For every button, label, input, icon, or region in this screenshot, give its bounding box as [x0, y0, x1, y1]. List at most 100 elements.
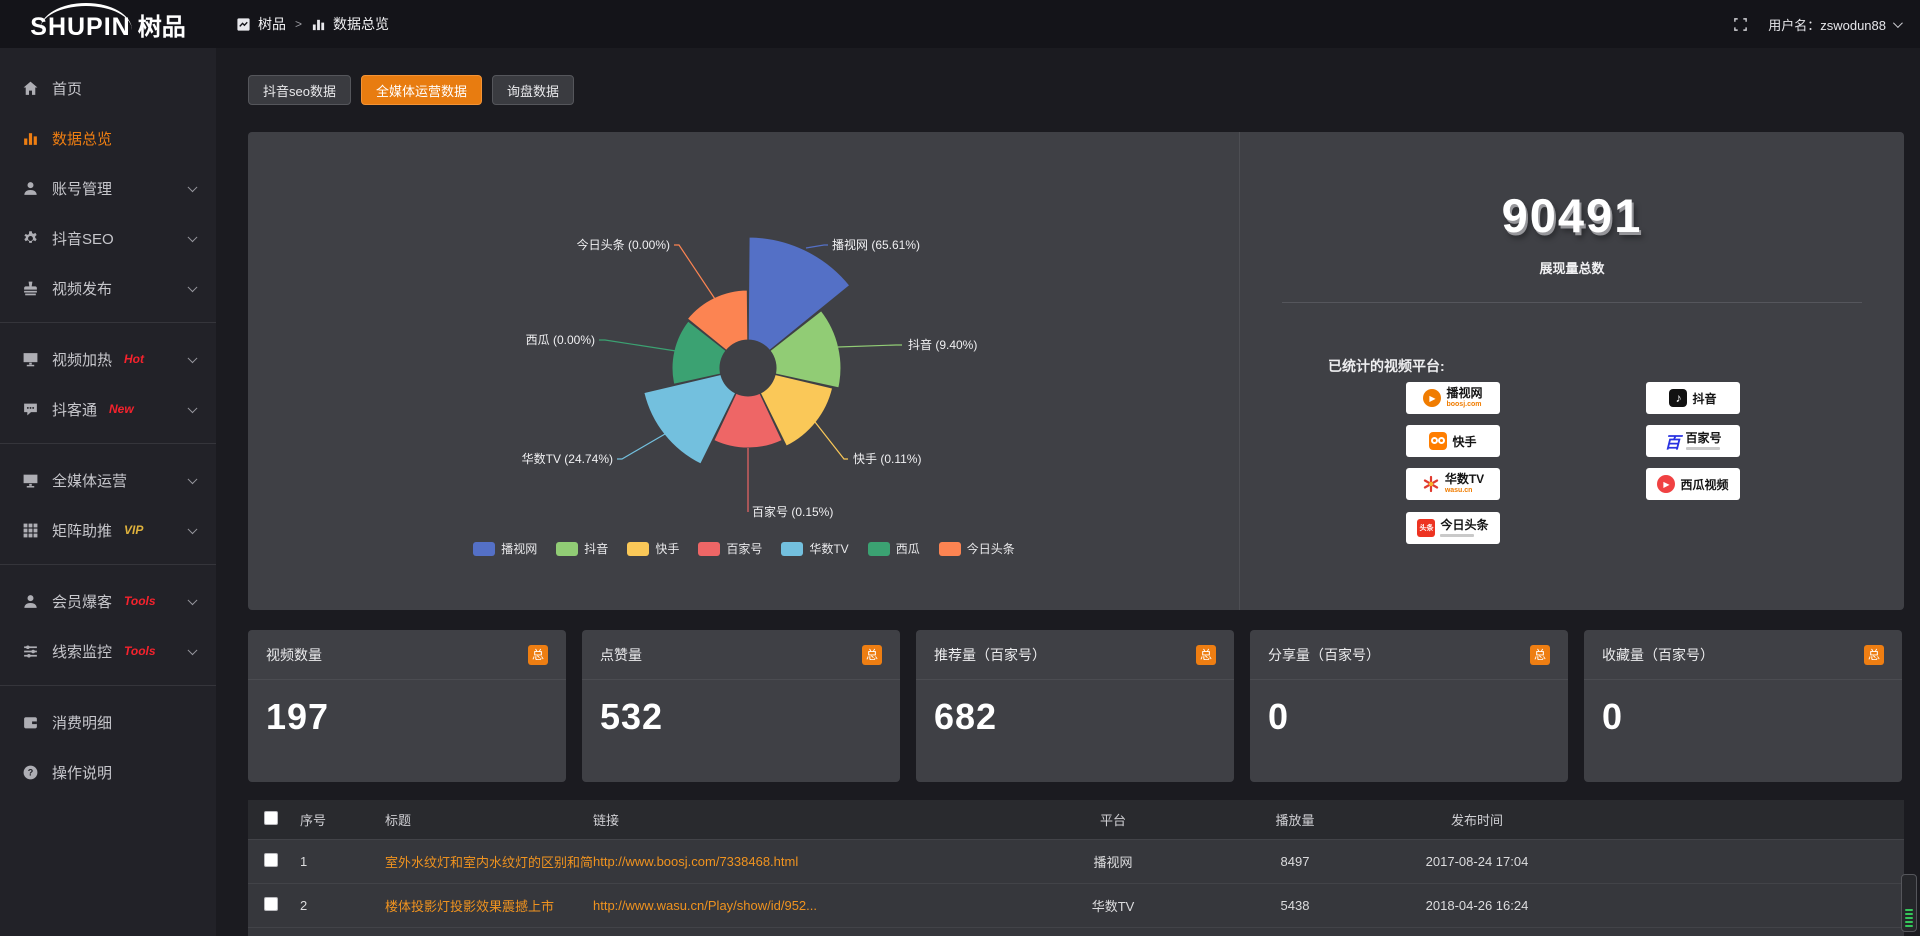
table-row-partial	[248, 928, 1904, 936]
col-header-platform: 平台	[1099, 813, 1126, 828]
legend-label: 快手	[655, 542, 680, 556]
sidebar-item-matrix-boost[interactable]: 矩阵助推 VIP	[0, 505, 216, 555]
sidebar-item-label: 线索监控	[52, 643, 113, 661]
pie-slice[interactable]	[769, 309, 842, 389]
sidebar-item-help[interactable]: ? 操作说明	[0, 747, 216, 797]
new-tag: New	[109, 402, 134, 416]
grid-icon	[22, 522, 39, 539]
sidebar-item-label: 全媒体运营	[52, 472, 128, 490]
cell-title-link[interactable]: 室外水纹灯和室内水纹灯的区别和简介	[385, 855, 593, 870]
stat-card-title: 视频数量	[266, 646, 322, 663]
col-header-title: 标题	[385, 813, 412, 828]
label-connector-line	[617, 433, 666, 460]
pie-slice-label: 百家号 (0.15%)	[752, 504, 833, 519]
member-icon	[22, 593, 39, 610]
legend-swatch	[473, 541, 496, 556]
scroll-widget[interactable]	[1901, 874, 1917, 932]
wasu-logo-icon	[1422, 475, 1440, 493]
legend-item[interactable]: 快手	[627, 540, 679, 557]
sidebar-item-home[interactable]: 首页	[0, 63, 216, 113]
sidebar-item-video-publish[interactable]: 视频发布	[0, 263, 216, 313]
sidebar-item-account[interactable]: 账号管理	[0, 163, 216, 213]
pie-slice[interactable]	[713, 392, 783, 449]
chevron-down-icon	[187, 232, 198, 243]
pie-slice[interactable]	[671, 320, 727, 385]
row-checkbox[interactable]	[264, 853, 278, 867]
sidebar-item-douyin-seo[interactable]: 抖音SEO	[0, 213, 216, 263]
select-all-checkbox[interactable]	[264, 811, 278, 825]
boosj-logo-icon: ▶	[1423, 389, 1442, 407]
stat-card-favorite: 收藏量（百家号） 总 0	[1584, 630, 1902, 782]
total-badge: 总	[1196, 644, 1216, 665]
sidebar-item-all-media[interactable]: 全媒体运营	[0, 455, 216, 505]
tab-douyin-seo-data[interactable]: 抖音seo数据	[248, 75, 351, 105]
pie-slice[interactable]	[759, 373, 834, 447]
cell-platform: 华数TV	[1091, 899, 1135, 914]
chat-icon	[22, 401, 39, 418]
user-menu[interactable]: 用户名：zswodun88	[1768, 15, 1903, 34]
chevron-down-icon	[187, 474, 198, 485]
chevron-down-icon	[187, 595, 198, 606]
sidebar-item-label: 视频加热	[52, 351, 113, 369]
legend-swatch	[627, 541, 650, 556]
total-impressions-value: 90491	[1501, 189, 1643, 242]
sidebar-item-label: 矩阵助推	[52, 522, 113, 540]
legend-item[interactable]: 今日头条	[938, 540, 1015, 557]
platform-badge-kuaishou: 快手	[1406, 425, 1500, 457]
sidebar-item-label: 抖客通	[52, 401, 98, 419]
pie-slice[interactable]	[747, 236, 851, 352]
pie-slice[interactable]	[686, 289, 749, 352]
cell-plays: 8497	[1280, 854, 1310, 869]
sidebar-divider	[0, 685, 216, 686]
monitor-icon	[22, 351, 39, 368]
publish-icon	[22, 280, 39, 297]
legend-swatch	[867, 541, 890, 556]
user-label: 用户名：zswodun88	[1768, 17, 1886, 33]
sidebar-item-label: 数据总览	[52, 130, 113, 148]
platforms-label: 已统计的视频平台:	[1328, 358, 1445, 374]
legend-swatch	[556, 541, 579, 556]
platform-badge-boosj: ▶ 播视网 boosj.com	[1406, 382, 1500, 414]
legend-label: 西瓜	[895, 542, 920, 556]
sidebar-item-doukotong[interactable]: 抖客通 New	[0, 384, 216, 434]
chevron-down-icon	[187, 282, 198, 293]
sidebar-item-member-burst[interactable]: 会员爆客 Tools	[0, 576, 216, 626]
video-table: 序号 标题 链接 平台 播放量 发布时间 1 室外水纹灯和室内水纹灯的区别和简介…	[248, 800, 1904, 936]
stat-card-recommend: 推荐量（百家号） 总 682	[916, 630, 1234, 782]
stat-card-video-count: 视频数量 总 197	[248, 630, 566, 782]
sidebar-item-clue-monitor[interactable]: 线索监控 Tools	[0, 626, 216, 676]
legend-item[interactable]: 播视网	[473, 540, 537, 557]
screen-icon	[22, 472, 39, 489]
fullscreen-icon[interactable]	[1733, 17, 1748, 32]
label-connector-line	[674, 244, 716, 300]
cell-title-link[interactable]: 楼体投影灯投影效果震撼上市	[385, 899, 555, 914]
breadcrumb: 树品 > 数据总览	[236, 14, 389, 34]
platform-badge-baijiahao: 百 百家号	[1646, 425, 1740, 457]
row-checkbox[interactable]	[264, 897, 278, 911]
sidebar-item-label: 视频发布	[52, 280, 113, 298]
pie-slice[interactable]	[643, 373, 737, 465]
tab-inquiry-data[interactable]: 询盘数据	[491, 75, 574, 105]
legend-item[interactable]: 西瓜	[867, 540, 920, 557]
sidebar-item-label: 抖音SEO	[52, 230, 114, 248]
sidebar-item-data-overview[interactable]: 数据总览	[0, 113, 216, 163]
pie-slice-label: 快手 (0.11%)	[853, 452, 921, 466]
logo-arc	[40, 3, 132, 33]
stat-card-value: 532	[600, 696, 664, 737]
sidebar-item-video-heat[interactable]: 视频加热 Hot	[0, 334, 216, 384]
platform-badge-toutiao: 头条 今日头条	[1406, 512, 1500, 544]
app-logo[interactable]: SHUPIN 树品	[0, 0, 216, 48]
legend-item[interactable]: 抖音	[556, 540, 608, 557]
label-connector-line	[814, 421, 848, 460]
chevron-down-icon	[1892, 17, 1903, 28]
legend-item[interactable]: 华数TV	[781, 540, 849, 557]
cell-url-link[interactable]: http://www.boosj.com/7338468.html	[593, 854, 799, 869]
stat-card-value: 0	[1602, 696, 1624, 737]
table-header-row: 序号 标题 链接 平台 播放量 发布时间	[248, 800, 1904, 840]
sidebar-item-consumption[interactable]: 消费明细	[0, 697, 216, 747]
cell-url-link[interactable]: http://www.wasu.cn/Play/show/id/952...	[593, 898, 817, 913]
tab-all-media-data[interactable]: 全媒体运营数据	[360, 75, 482, 105]
legend-item[interactable]: 百家号	[698, 540, 762, 557]
gear-icon	[22, 230, 39, 247]
breadcrumb-home[interactable]: 树品	[258, 16, 286, 32]
